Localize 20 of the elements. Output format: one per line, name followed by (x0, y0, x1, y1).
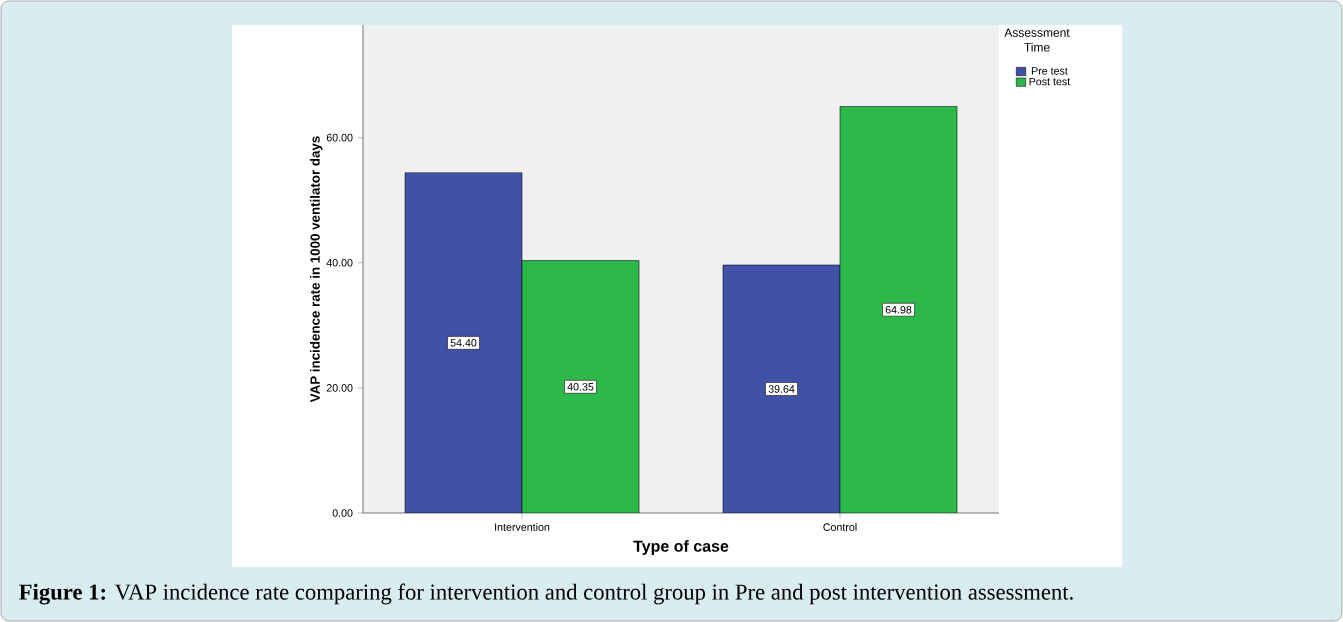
data-label: 64.98 (885, 305, 912, 314)
data-label: 39.64 (768, 385, 795, 393)
bar (522, 260, 640, 514)
y-tick-label: 20.00 (326, 384, 353, 392)
x-tick-label: Control (823, 523, 857, 531)
bar (839, 106, 958, 514)
bar (722, 264, 841, 514)
y-tick-label: 60.00 (326, 133, 353, 142)
legend-label: Post test (1029, 77, 1071, 86)
text: Figure 1: VAP incidence rate comparing for intervention and control group in Pre and post intervention assessment. (19, 583, 1073, 605)
y-axis-title: VAP incidence rate in 1000 ventilator days (310, 136, 323, 403)
x-tick-label: Intervention (495, 523, 550, 531)
legend-label: Pre test (1031, 67, 1068, 75)
y-tick-label: 0.00 (332, 509, 353, 517)
y-tick-label: 40.00 (326, 258, 353, 267)
x-axis-title: Type of case (633, 540, 729, 555)
bar (404, 172, 523, 514)
data-label: 40.35 (567, 383, 594, 391)
legend-title: Assessment Time (1004, 28, 1070, 52)
data-label: 54.40 (450, 339, 477, 347)
